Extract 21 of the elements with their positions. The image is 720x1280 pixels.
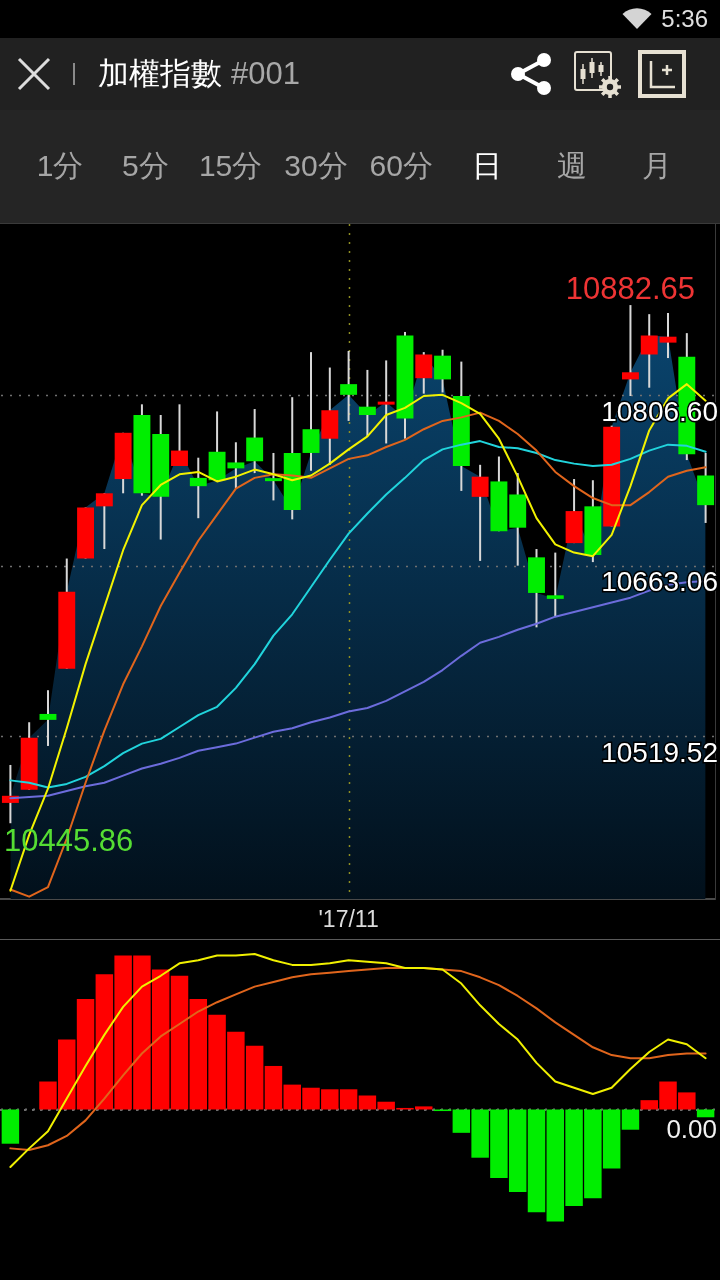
ref-line-label: 0.00 [666, 1113, 717, 1144]
bar [1, 1109, 20, 1144]
text: 60分 [369, 148, 433, 184]
text: 1分 [36, 148, 84, 184]
annotation: 10882.65 [565, 271, 696, 307]
bar [264, 1065, 283, 1110]
text: 15分 [198, 148, 263, 184]
chart-subtitle: #001 [231, 56, 300, 92]
bar [621, 1109, 640, 1130]
y-tick-label: 10663.06 [601, 566, 718, 598]
bar [527, 1109, 546, 1213]
text: 週 [556, 148, 587, 184]
y-tick-label: 10519.52 [601, 736, 718, 768]
chart-title: 加權指數 [98, 55, 222, 93]
text: 5:36 [661, 5, 708, 32]
text: 5分 [121, 148, 169, 184]
text: 日 [471, 148, 502, 184]
bar [170, 975, 189, 1110]
text: 30分 [284, 148, 348, 184]
text: 月 [642, 148, 673, 184]
x-tick-label: '17/11 [318, 906, 379, 933]
